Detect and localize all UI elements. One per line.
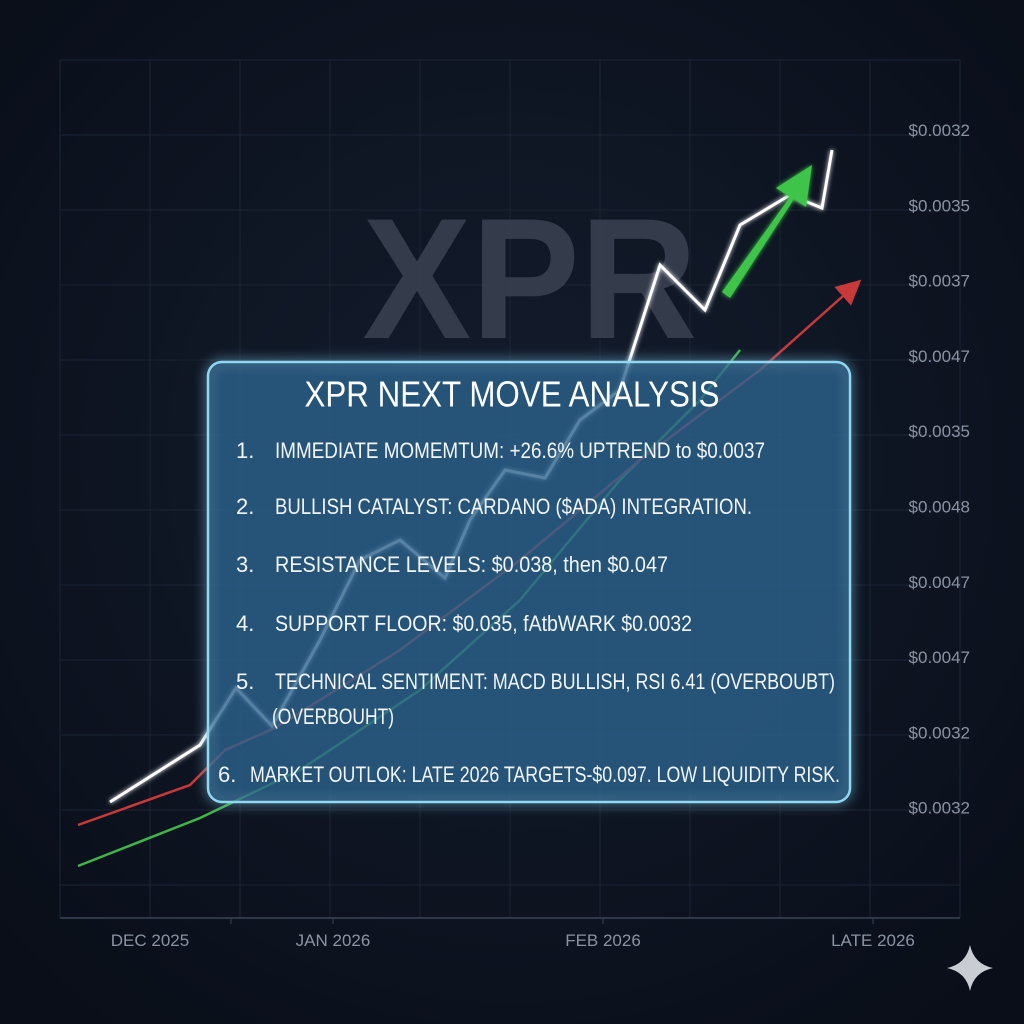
x-axis-label: JAN 2026 [296, 931, 371, 950]
panel-items: 1. IMMEDIATE MOMEMTUM: +26.6% UPTREND to … [218, 438, 840, 787]
y-axis-label: $0.0032 [909, 121, 970, 140]
item-text: IMMEDIATE MOMEMTUM: +26.6% UPTREND to $0… [275, 438, 765, 463]
y-axis-label: $0.0048 [909, 498, 970, 517]
item-number: 1. [236, 438, 254, 463]
item-text: RESISTANCE LEVELS: $0.038, then $0.047 [275, 552, 668, 577]
item-number: 5. [236, 669, 254, 694]
x-axis-labels: DEC 2025 JAN 2026 FEB 2026 LATE 2026 [111, 918, 915, 950]
y-axis-label: $0.0032 [909, 723, 970, 742]
y-axis-label: $0.0032 [909, 799, 970, 818]
item-number: 3. [236, 552, 254, 577]
item-text: SUPPORT FLOOR: $0.035, fAtbWARK $0.0032 [275, 611, 692, 636]
y-axis-label: $0.0035 [909, 196, 970, 215]
x-axis-label: LATE 2026 [831, 931, 915, 950]
y-axis-label: $0.0047 [909, 648, 970, 667]
item-number: 2. [236, 494, 254, 519]
watermark: XPR [363, 183, 698, 375]
y-axis-label: $0.0047 [909, 347, 970, 366]
item-text: (OVERBOUHT) [272, 704, 394, 729]
item-number: 6. [218, 762, 236, 787]
y-axis-label: $0.0037 [909, 272, 970, 291]
x-axis-label: FEB 2026 [565, 931, 641, 950]
item-text: MARKET OUTLOK: LATE 2026 TARGETS-$0.097.… [250, 762, 840, 787]
y-axis-labels: $0.0032 $0.0035 $0.0037 $0.0047 $0.0035 $0.00… [909, 121, 970, 818]
item-text: TECHNICAL SENTIMENT: MACD BULLISH, RSI 6… [275, 669, 835, 694]
green-arrow [722, 165, 812, 298]
panel-title: XPR NEXT MOVE ANALYSIS [305, 374, 720, 415]
sparkle-icon [947, 945, 993, 991]
item-text: BULLISH CATALYST: CARDANO ($ADA) INTEGRA… [275, 494, 752, 519]
x-axis-label: DEC 2025 [111, 931, 189, 950]
y-axis-label: $0.0047 [909, 573, 970, 592]
y-axis-label: $0.0035 [909, 422, 970, 441]
item-number: 4. [236, 611, 254, 636]
analysis-panel [206, 360, 852, 804]
